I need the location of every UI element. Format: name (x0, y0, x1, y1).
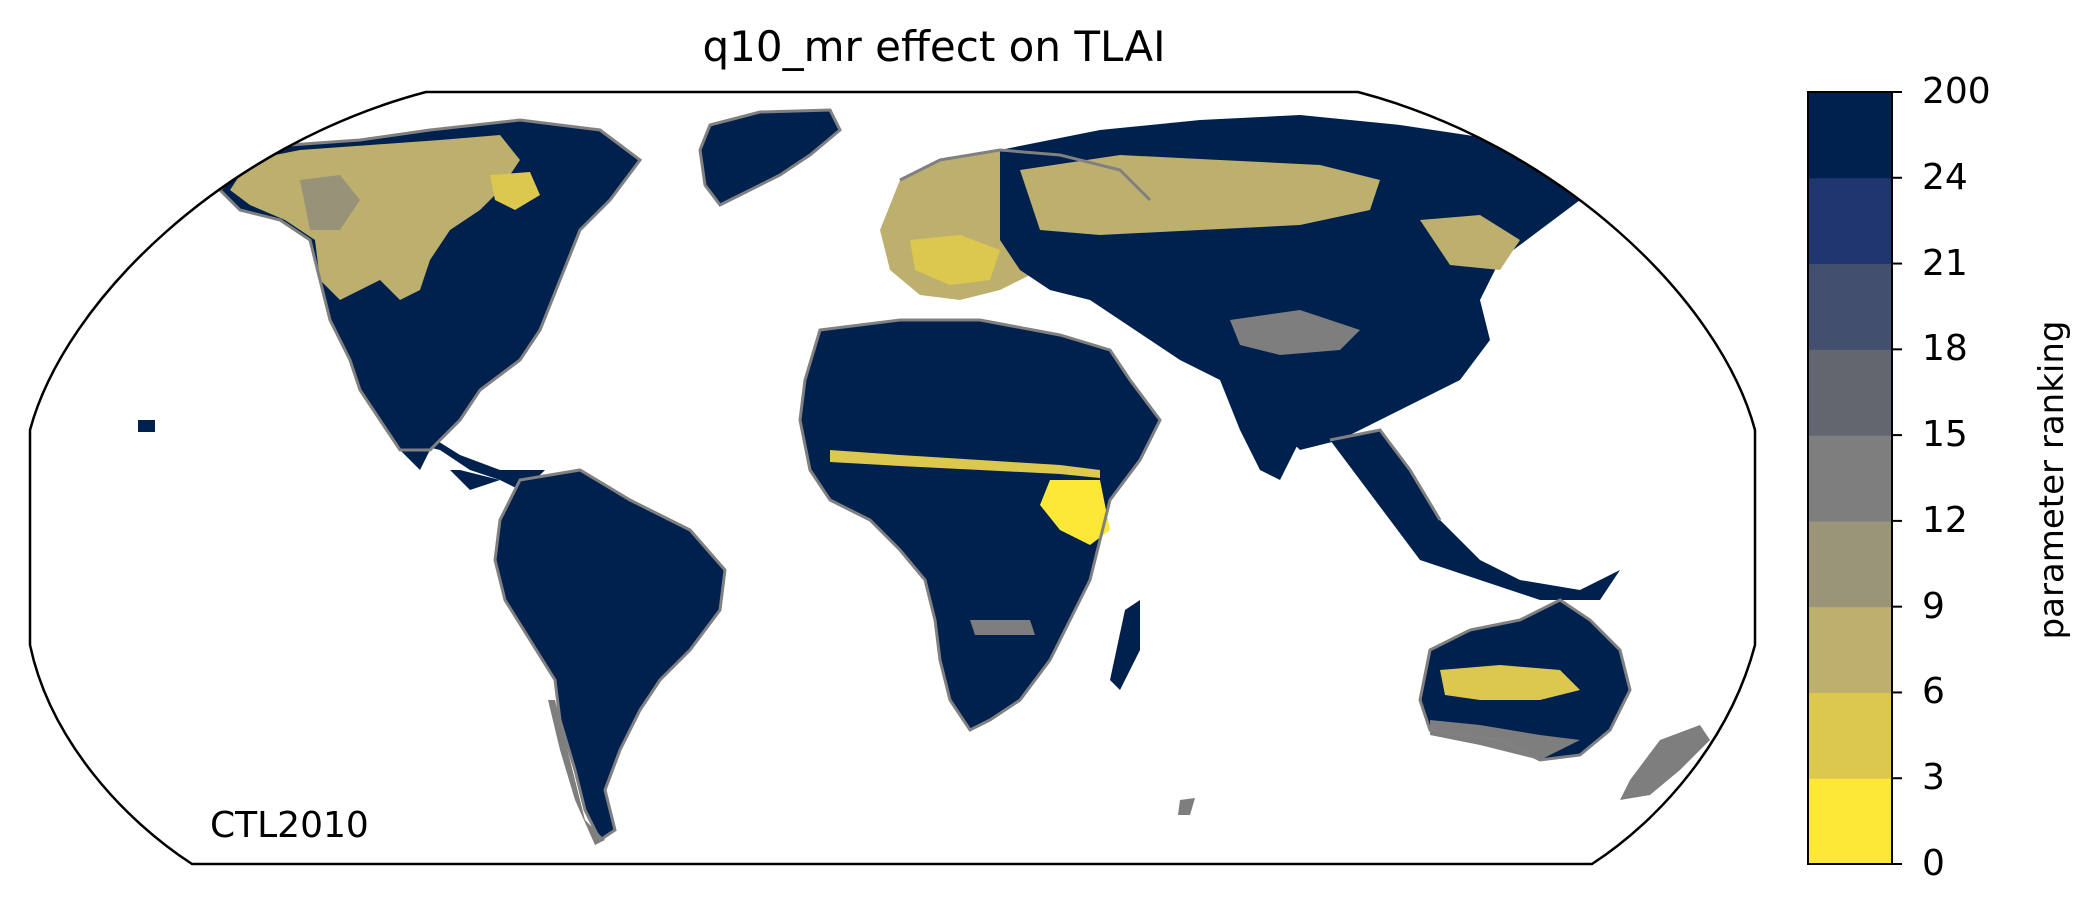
colorbar (1807, 91, 1902, 865)
colorbar-tick-label: 6 (1922, 671, 1945, 713)
colorbar-segment (1808, 520, 1892, 608)
colorbar-tick-label: 9 (1922, 585, 1945, 627)
colorbar-tick-label: 21 (1922, 242, 1968, 284)
colorbar-tick-label: 200 (1922, 71, 1991, 112)
colorbar-segment (1808, 692, 1892, 779)
colorbar-segment (1808, 606, 1892, 693)
europe-yellow (910, 235, 1000, 285)
australia-gray (1430, 720, 1580, 760)
colorbar-tick-label: 3 (1922, 757, 1945, 799)
colorbar-segment (1808, 778, 1892, 865)
greenland-land (700, 110, 840, 205)
north-america-gray (300, 175, 360, 230)
land-layer (138, 108, 1710, 845)
south-africa-gray (970, 620, 1035, 635)
pacific-island (138, 420, 155, 432)
australia-mixed (1440, 665, 1580, 700)
madagascar-land (1110, 600, 1140, 690)
colorbar-segment (1808, 349, 1892, 436)
colorbar-tick-label: 18 (1922, 328, 1968, 370)
canada-yellow (490, 172, 540, 210)
colorbar-tick-label: 24 (1922, 156, 1968, 198)
south-asia-land (1220, 380, 1300, 480)
colorbar-segment (1808, 263, 1892, 350)
south-america-edge (548, 700, 605, 845)
east-asia-mixed (1420, 215, 1520, 270)
southern-island (1178, 798, 1195, 815)
map-title: q10_mr effect on TLAI (702, 22, 1166, 71)
north-america-mixed (230, 135, 520, 300)
coastlines (217, 108, 1632, 843)
africa-land (800, 320, 1160, 730)
east-africa-yellow (1040, 480, 1110, 545)
sahel-band (830, 450, 1100, 478)
colorbar-tick-label: 15 (1922, 414, 1968, 456)
siberia-mixed (1020, 155, 1380, 235)
colorbar-tick-label: 12 (1922, 499, 1968, 541)
map-boundary (28, 90, 1757, 866)
colorbar-tick-label: 0 (1922, 843, 1945, 884)
map-corner-label: CTL2010 (210, 805, 369, 846)
colorbar-segment (1808, 435, 1892, 522)
colorbar-segment (1808, 92, 1892, 179)
colorbar-label: parameter ranking (2032, 320, 2072, 640)
colorbar-border (1807, 91, 1893, 865)
central-asia-gray (1230, 310, 1360, 355)
southeast-asia-land (1330, 430, 1620, 600)
south-america-land (495, 470, 725, 840)
new-zealand-land (1620, 725, 1710, 800)
colorbar-segment (1808, 177, 1892, 265)
